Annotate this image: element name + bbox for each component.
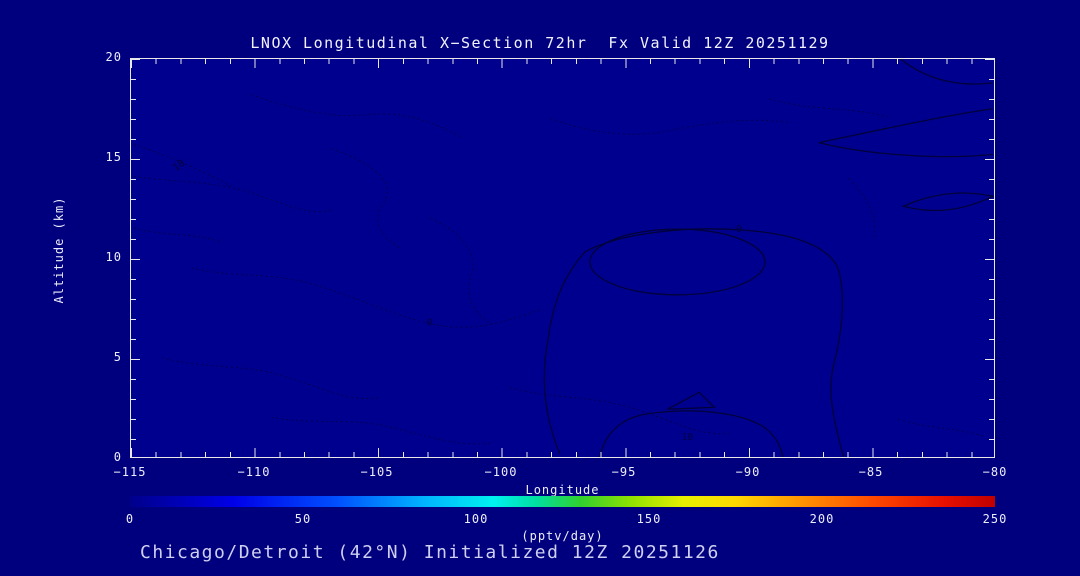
x-tick-label--100: −100: [484, 465, 518, 479]
contour-label: 10: [171, 158, 187, 174]
contour-path: [251, 94, 461, 138]
solid-contours: [543, 59, 994, 457]
x-tick-label--90: −90: [735, 465, 761, 479]
contour-label-group: 10 0 0 10: [171, 158, 742, 443]
contour-path: [134, 175, 332, 213]
colorbar-tick-150: 150: [636, 512, 662, 526]
contour-path-bottom-blob: [599, 410, 784, 457]
dotted-contours: [134, 94, 987, 445]
y-tick-label-15: 15: [105, 150, 122, 164]
contour-path: [768, 98, 889, 118]
contour-path-inner-oval: [589, 228, 766, 296]
contour-path: [549, 118, 789, 135]
colorbar-tick-50: 50: [294, 512, 312, 526]
contour-label: 10: [681, 432, 693, 443]
plot-area: 10 0 0 10: [130, 58, 995, 458]
x-tick-label--95: −95: [611, 465, 637, 479]
colorbar-tick-100: 100: [463, 512, 489, 526]
contour-path-topright-2: [818, 108, 993, 158]
contour-path: [134, 227, 222, 243]
contour-path: [430, 217, 493, 325]
caption: Chicago/Detroit (42°N) Initialized 12Z 2…: [140, 542, 720, 563]
contour-path: [161, 357, 382, 400]
contour-path-topright-1: [899, 59, 993, 85]
x-tick-label--105: −105: [360, 465, 394, 479]
colorbar-tick-200: 200: [809, 512, 835, 526]
y-tick-label-20: 20: [105, 50, 122, 64]
plot-title: LNOX Longitudinal X−Section 72hr Fx Vali…: [250, 34, 830, 52]
contour-path: [271, 416, 491, 445]
contour-path-topright-lens: [901, 192, 994, 212]
colorbar-tick-0: 0: [125, 512, 135, 526]
contour-path: [898, 418, 987, 438]
colorbar-units-label: (pptv/day): [521, 529, 604, 543]
contour-label: 0: [427, 318, 433, 329]
colorbar-tick-250: 250: [982, 512, 1008, 526]
x-tick-label--85: −85: [858, 465, 884, 479]
contour-label: 0: [736, 224, 742, 235]
x-tick-label--110: −110: [237, 465, 271, 479]
x-axis-label: Longitude: [525, 483, 600, 497]
y-axis-label-text: Altitude (km): [52, 196, 66, 304]
colorbar: [130, 496, 995, 507]
contour-path: [440, 309, 541, 328]
contour-lines-layer: 10 0 0 10: [134, 59, 994, 457]
contour-path-main-blob: [543, 228, 845, 457]
contour-path: [191, 267, 441, 327]
y-tick-label-10: 10: [105, 250, 122, 264]
y-tick-label-0: 0: [113, 450, 122, 464]
contour-path: [330, 148, 402, 249]
x-tick-label--115: −115: [113, 465, 147, 479]
x-tick-label--80: −80: [982, 465, 1008, 479]
contour-path-bottom-triangle: [667, 391, 716, 410]
y-tick-label-5: 5: [113, 350, 122, 364]
contour-path: [848, 178, 876, 239]
